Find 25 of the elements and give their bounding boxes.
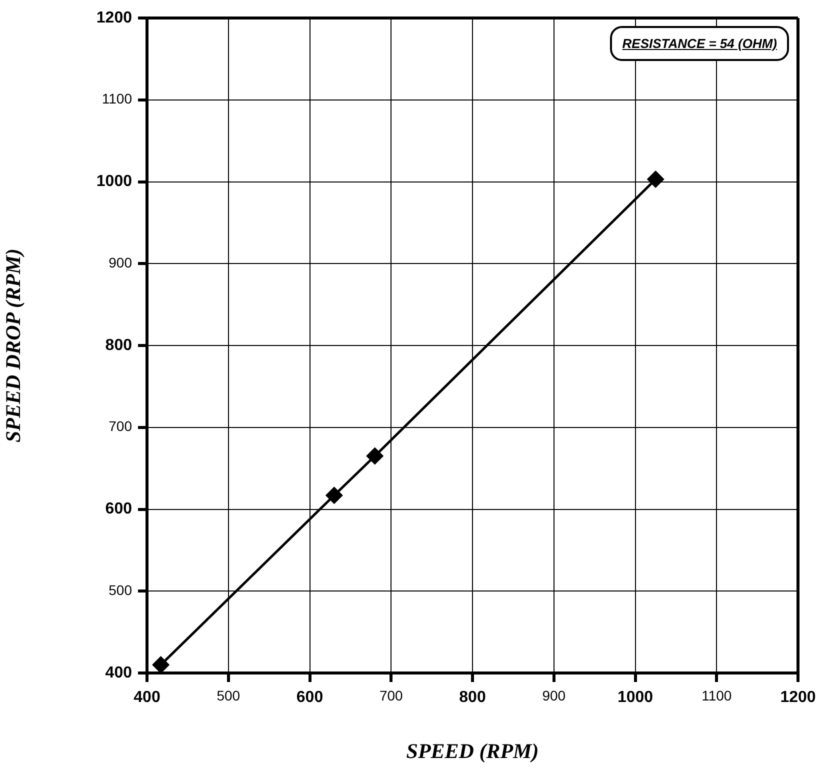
x-tick-label: 1200 [780,689,816,706]
point [647,171,664,188]
point [152,656,170,673]
y-axis-title: SPEED DROP (RPM) [1,248,26,443]
y-tick-label: 900 [108,254,132,270]
point [326,487,342,504]
x-tick-label: 1100 [702,687,732,704]
x-tick-label: 600 [296,689,324,706]
y-tick-label: 700 [108,418,132,434]
x-tick-label: 1000 [617,689,654,706]
annotation: RESISTANCE = 54 (OHM) [610,26,789,61]
x-tick-label: 500 [216,687,240,704]
x-axis-title: SPEED (RPM) [406,738,539,763]
x-tick-label: 700 [379,687,404,704]
x-tick-label: 800 [459,689,486,706]
y-tick-label: 400 [105,664,132,682]
y-tick-label: 500 [108,582,132,598]
x-tick-label: 900 [542,687,566,704]
point [366,448,384,464]
y-tick-label: 1200 [96,9,132,26]
y-tick-label: 1100 [102,90,132,107]
y-tick-label: 800 [105,336,132,354]
y-tick-label: 1000 [96,173,132,190]
x-tick-label: 400 [134,689,160,706]
y-tick-label: 600 [105,500,132,518]
